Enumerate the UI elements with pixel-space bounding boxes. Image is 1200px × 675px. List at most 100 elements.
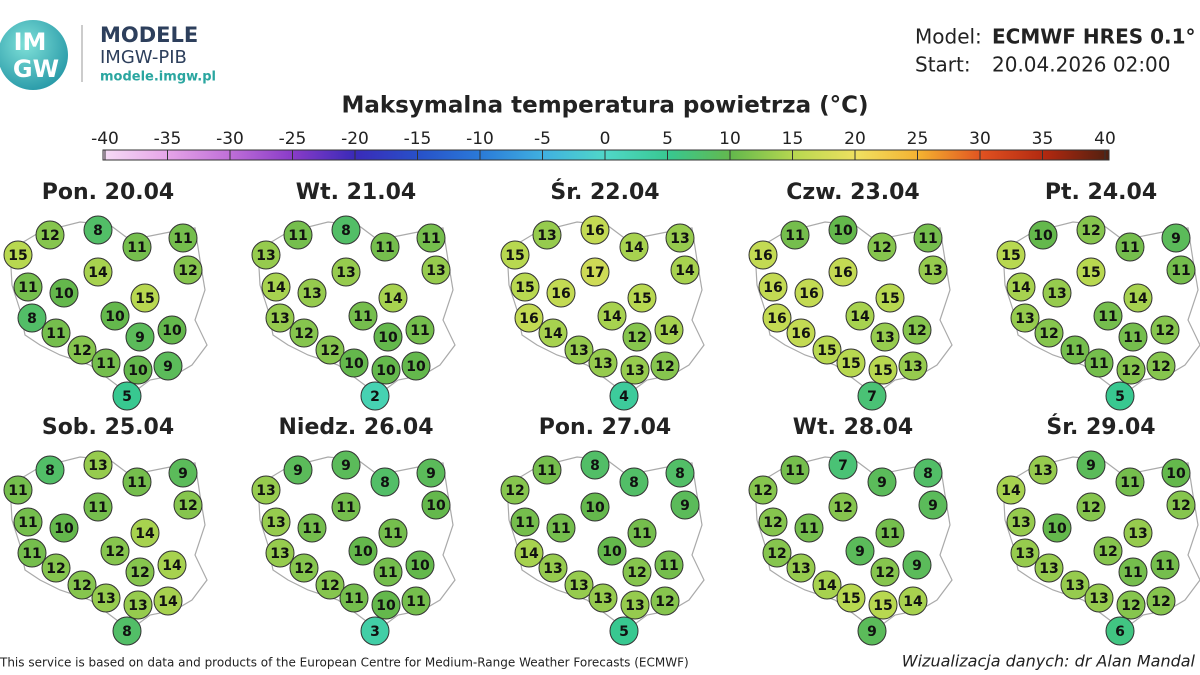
temperature-marker <box>670 490 700 520</box>
temperature-label: 12 <box>655 594 674 610</box>
temperature-marker <box>1042 278 1072 308</box>
temperature-marker <box>83 215 113 245</box>
colorbar-tick-label: -5 <box>534 129 551 149</box>
temperature-marker <box>650 351 680 381</box>
temperature-label: 9 <box>928 498 938 514</box>
temperature-label: 13 <box>96 591 115 607</box>
temperature-marker <box>580 215 610 245</box>
temperature-marker <box>1006 272 1036 302</box>
temperature-label: 10 <box>426 498 446 514</box>
temperature-marker <box>168 223 198 253</box>
temperature-marker <box>510 272 540 302</box>
temperature-label: 13 <box>1039 561 1058 577</box>
temperature-marker <box>125 557 155 587</box>
temperature-label: 13 <box>593 356 612 372</box>
map: Niedz. 26.04 13 9 9 8 9 10 11 13 11 11 13 12 10 11 10 12… <box>251 415 456 646</box>
temperature-marker <box>875 283 905 313</box>
temperature-label: 12 <box>178 263 197 279</box>
temperature-label: 15 <box>817 343 836 359</box>
temperature-marker <box>758 507 788 537</box>
temperature-marker <box>1116 590 1146 620</box>
temperature-marker <box>913 458 943 488</box>
temperature-label: 10 <box>585 500 605 516</box>
temperature-marker <box>153 586 183 616</box>
temperature-marker <box>261 272 291 302</box>
temperature-label: 13 <box>875 330 894 346</box>
temperature-label: 14 <box>1128 291 1148 307</box>
temperature-marker <box>780 220 810 250</box>
temperature-marker <box>588 583 618 613</box>
temperature-marker <box>83 450 113 480</box>
temperature-marker <box>173 490 203 520</box>
temperature-marker <box>405 550 435 580</box>
temperature-label: 13 <box>256 248 275 264</box>
temperature-marker <box>261 507 291 537</box>
temperature-marker <box>665 223 695 253</box>
temperature-marker <box>13 507 43 537</box>
temperature-marker <box>609 616 639 646</box>
temperature-marker <box>315 335 345 365</box>
temperature-label: 16 <box>791 326 810 342</box>
temperature-marker <box>619 232 649 262</box>
day-title: Niedz. 26.04 <box>278 415 433 440</box>
temperature-label: 13 <box>1015 311 1034 327</box>
temperature-marker <box>1010 538 1040 568</box>
temperature-marker <box>331 450 361 480</box>
temperature-label: 11 <box>22 546 41 562</box>
temperature-label: 15 <box>873 363 892 379</box>
colorbar-tick-label: 15 <box>782 129 804 149</box>
temperature-marker <box>665 458 695 488</box>
temperature-label: 11 <box>8 483 27 499</box>
temperature-label: 8 <box>341 223 351 239</box>
temperature-label: 10 <box>410 558 430 574</box>
temperature-marker <box>112 381 142 411</box>
temperature-label: 8 <box>27 311 37 327</box>
temperature-label: 14 <box>88 265 108 281</box>
temperature-label: 12 <box>1081 500 1100 516</box>
temperature-marker <box>283 220 313 250</box>
temperature-label: 16 <box>753 248 772 264</box>
colorbar-tick-label: -25 <box>279 129 307 149</box>
temperature-marker <box>670 255 700 285</box>
temperature-marker <box>91 348 121 378</box>
map: Śr. 22.04 15 13 16 14 13 14 17 15 16 15 16 14 14 12 14 1… <box>500 179 705 411</box>
temperature-marker <box>1105 616 1135 646</box>
temperature-label: 12 <box>294 561 313 577</box>
temperature-label: 16 <box>767 311 786 327</box>
temperature-label: 13 <box>1089 591 1108 607</box>
temperature-label: 11 <box>551 521 570 537</box>
temperature-marker <box>654 550 684 580</box>
temperature-marker <box>514 538 544 568</box>
temperature-marker <box>828 257 858 287</box>
temperature-marker <box>1115 232 1145 262</box>
temperature-label: 12 <box>294 326 313 342</box>
temperature-label: 13 <box>903 359 922 375</box>
temperature-marker <box>251 475 281 505</box>
colorbar-tick-label: 40 <box>1094 129 1116 149</box>
credit: Wizualizacja danych: dr Alan Mandal <box>902 652 1196 671</box>
temperature-label: 14 <box>659 323 679 339</box>
temperature-marker <box>297 278 327 308</box>
temperature-marker <box>1123 518 1153 548</box>
temperature-marker <box>1010 303 1040 333</box>
colorbar-tick-label: 35 <box>1032 129 1054 149</box>
temperature-marker <box>130 283 160 313</box>
temperature-label: 9 <box>867 624 877 640</box>
map: Sob. 25.04 11 8 13 11 9 12 11 11 10 14 11 12 12 12 14 12… <box>3 415 208 646</box>
temperature-marker <box>1161 458 1191 488</box>
day-title: Śr. 29.04 <box>1046 414 1155 440</box>
temperature-label: 5 <box>1115 389 1125 405</box>
temperature-marker <box>780 455 810 485</box>
temperature-marker <box>580 450 610 480</box>
temperature-label: 8 <box>675 466 685 482</box>
temperature-label: 12 <box>72 343 91 359</box>
temperature-label: 8 <box>93 223 103 239</box>
temperature-marker <box>1161 223 1191 253</box>
temperature-marker <box>1028 220 1058 250</box>
temperature-label: 8 <box>380 475 390 491</box>
temperature-marker <box>532 455 562 485</box>
url[interactable]: modele.imgw.pl <box>100 70 216 85</box>
day-title: Czw. 23.04 <box>786 180 919 205</box>
temperature-label: 14 <box>850 309 870 325</box>
